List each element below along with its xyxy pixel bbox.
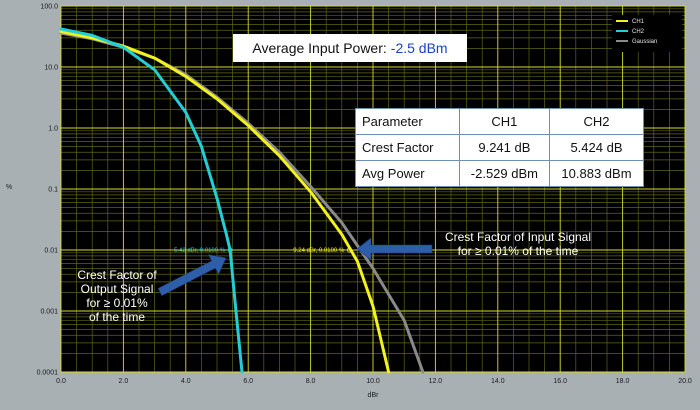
legend-entry: CH2 xyxy=(632,29,645,35)
callout-line: for ≥ 0.01% of the time xyxy=(457,244,579,258)
x-tick-label: 18.0 xyxy=(616,378,630,385)
x-tick-label: 12.0 xyxy=(429,378,443,385)
x-tick-label: 4.0 xyxy=(181,378,191,385)
x-tick-label: 0.0 xyxy=(56,378,66,385)
callout-line: Crest Factor of xyxy=(77,268,157,282)
average-input-power-value: -2.5 dBm xyxy=(390,40,448,56)
x-tick-label: 2.0 xyxy=(119,378,129,385)
average-input-power-box: Average Input Power: -2.5 dBm xyxy=(233,34,467,62)
y-axis-label: % xyxy=(6,184,12,191)
table-header-row: Parameter CH1 CH2 xyxy=(355,108,645,135)
x-axis-label: dBr xyxy=(368,392,380,399)
table-cell: Crest Factor xyxy=(355,134,460,161)
crest-factor-table: Parameter CH1 CH2 Crest Factor 9.241 dB … xyxy=(355,108,645,187)
table-row: Avg Power -2.529 dBm 10.883 dBm xyxy=(355,160,645,187)
table-header-cell: CH2 xyxy=(548,108,645,135)
marker-label: 5.42 dBr, 0.0100 % xyxy=(174,248,226,254)
callout-line: Output Signal xyxy=(80,282,154,296)
table-cell: -2.529 dBm xyxy=(458,160,550,187)
table-cell: Avg Power xyxy=(355,160,460,187)
y-tick-label: 100.0 xyxy=(40,4,58,11)
y-tick-label: 0.01 xyxy=(44,248,58,255)
x-tick-label: 14.0 xyxy=(491,378,505,385)
x-tick-label: 10.0 xyxy=(366,378,380,385)
callout-line: for ≥ 0.01% xyxy=(86,296,148,310)
table-row: Crest Factor 9.241 dB 5.424 dB xyxy=(355,134,645,161)
y-tick-label: 0.0001 xyxy=(37,370,59,377)
input-crest-factor-callout: Crest Factor of Input Signal for ≥ 0.01%… xyxy=(430,230,606,258)
annotation-arrow xyxy=(356,237,433,261)
y-tick-label: 1.0 xyxy=(48,126,58,133)
legend-entry: Gaussian xyxy=(632,39,657,45)
callout-line: Crest Factor of Input Signal xyxy=(444,230,592,244)
x-tick-label: 6.0 xyxy=(243,378,253,385)
table-cell: 9.241 dB xyxy=(458,134,550,161)
arrow-shape xyxy=(157,254,227,297)
arrow-shape xyxy=(356,237,433,261)
output-crest-factor-callout: Crest Factor of Output Signal for ≥ 0.01… xyxy=(50,268,184,324)
table-header-cell: CH1 xyxy=(458,108,550,135)
callout-line: of the time xyxy=(88,310,146,324)
marker-point xyxy=(346,247,352,253)
y-tick-label: 0.001 xyxy=(40,309,58,316)
legend-entry: CH1 xyxy=(632,19,645,25)
y-tick-label: 10.0 xyxy=(44,65,58,72)
x-tick-label: 20.0 xyxy=(678,378,692,385)
table-cell: 10.883 dBm xyxy=(548,160,645,187)
x-tick-label: 16.0 xyxy=(553,378,567,385)
table-header-cell: Parameter xyxy=(355,108,460,135)
average-input-power-label: Average Input Power: xyxy=(252,40,387,56)
legend: CH1 CH2 Gaussian xyxy=(612,15,682,52)
series-line-ch2 xyxy=(59,27,244,374)
y-tick-label: 0.1 xyxy=(48,187,58,194)
marker-label: 9.24 dBr, 0.0100 % xyxy=(293,248,345,254)
table-cell: 5.424 dB xyxy=(548,134,645,161)
marker-point xyxy=(227,247,233,253)
annotation-arrow xyxy=(157,254,227,297)
x-tick-label: 8.0 xyxy=(306,378,316,385)
